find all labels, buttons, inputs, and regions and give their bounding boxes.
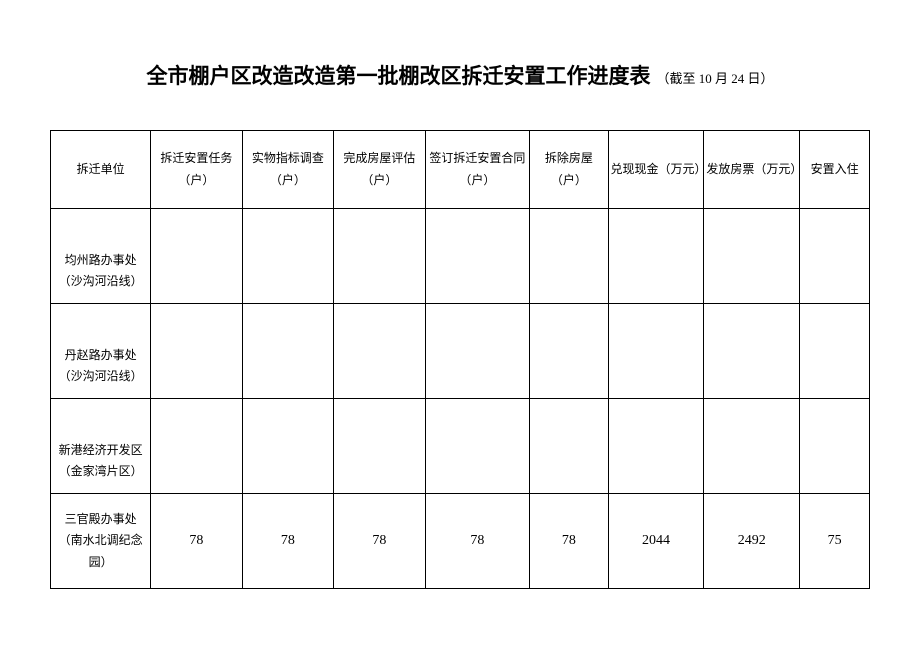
table-cell bbox=[800, 209, 870, 304]
table-cell: 2492 bbox=[704, 494, 800, 589]
table-cell bbox=[530, 399, 608, 494]
table-cell bbox=[242, 399, 333, 494]
table-cell: 78 bbox=[334, 494, 425, 589]
col-header-demolish: 拆除房屋（户） bbox=[530, 131, 608, 209]
table-cell bbox=[425, 304, 530, 399]
table-cell bbox=[704, 209, 800, 304]
table-cell bbox=[151, 304, 242, 399]
table-cell bbox=[242, 304, 333, 399]
col-header-unit: 拆迁单位 bbox=[51, 131, 151, 209]
table-cell bbox=[334, 209, 425, 304]
table-cell bbox=[608, 209, 704, 304]
page-title: 全市棚户区改造改造第一批棚改区拆迁安置工作进度表 bbox=[146, 64, 650, 88]
table-header-row: 拆迁单位 拆迁安置任务（户） 实物指标调查（户） 完成房屋评估（户） 签订拆迁安… bbox=[51, 131, 870, 209]
col-header-survey: 实物指标调查（户） bbox=[242, 131, 333, 209]
col-header-cash: 兑现现金（万元） bbox=[608, 131, 704, 209]
table-cell: 75 bbox=[800, 494, 870, 589]
table-cell bbox=[151, 399, 242, 494]
table-cell bbox=[334, 304, 425, 399]
table-cell: 2044 bbox=[608, 494, 704, 589]
table-cell bbox=[608, 399, 704, 494]
table-cell bbox=[425, 209, 530, 304]
row-label: 三官殿办事处（南水北调纪念园） bbox=[51, 494, 151, 589]
table-cell bbox=[151, 209, 242, 304]
table-cell bbox=[800, 399, 870, 494]
table-cell bbox=[425, 399, 530, 494]
table-row: 丹赵路办事处（沙沟河沿线） bbox=[51, 304, 870, 399]
table-cell: 78 bbox=[242, 494, 333, 589]
col-header-settle: 安置入住 bbox=[800, 131, 870, 209]
table-cell: 78 bbox=[151, 494, 242, 589]
table-row: 新港经济开发区（金家湾片区） bbox=[51, 399, 870, 494]
table-cell bbox=[704, 399, 800, 494]
col-header-voucher: 发放房票（万元） bbox=[704, 131, 800, 209]
table-cell bbox=[242, 209, 333, 304]
table-cell bbox=[800, 304, 870, 399]
table-row: 均州路办事处（沙沟河沿线） bbox=[51, 209, 870, 304]
title-row: 全市棚户区改造改造第一批棚改区拆迁安置工作进度表 （截至 10 月 24 日） bbox=[50, 60, 870, 90]
row-label: 均州路办事处（沙沟河沿线） bbox=[51, 209, 151, 304]
row-label: 新港经济开发区（金家湾片区） bbox=[51, 399, 151, 494]
table-cell bbox=[530, 304, 608, 399]
progress-table-container: 拆迁单位 拆迁安置任务（户） 实物指标调查（户） 完成房屋评估（户） 签订拆迁安… bbox=[50, 130, 870, 589]
table-cell: 78 bbox=[530, 494, 608, 589]
page-subtitle: （截至 10 月 24 日） bbox=[656, 71, 773, 86]
table-row: 三官殿办事处（南水北调纪念园） 78 78 78 78 78 2044 2492… bbox=[51, 494, 870, 589]
progress-table: 拆迁单位 拆迁安置任务（户） 实物指标调查（户） 完成房屋评估（户） 签订拆迁安… bbox=[50, 130, 870, 589]
col-header-contract: 签订拆迁安置合同（户） bbox=[425, 131, 530, 209]
col-header-task: 拆迁安置任务（户） bbox=[151, 131, 242, 209]
table-cell bbox=[608, 304, 704, 399]
col-header-assess: 完成房屋评估（户） bbox=[334, 131, 425, 209]
table-cell bbox=[704, 304, 800, 399]
table-cell bbox=[530, 209, 608, 304]
row-label: 丹赵路办事处（沙沟河沿线） bbox=[51, 304, 151, 399]
table-cell: 78 bbox=[425, 494, 530, 589]
table-cell bbox=[334, 399, 425, 494]
